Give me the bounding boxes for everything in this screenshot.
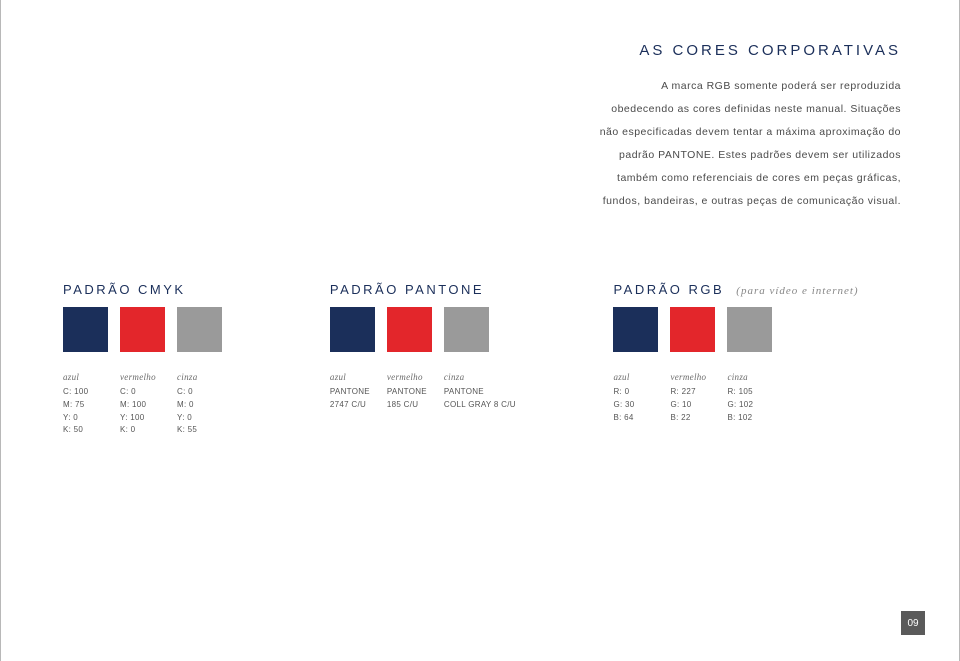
intro-line: fundos, bandeiras, e outras peças de com… [603,195,901,207]
spec-cinza: cinza PANTONE COLL GRAY 8 C/U [444,370,534,412]
swatch-azul [330,307,375,352]
spec-azul: azul C: 100 M: 75 Y: 0 K: 50 [63,370,108,438]
spec-line: Y: 0 [177,412,222,425]
cmyk-heading: PADRÃO CMYK [63,282,330,297]
rgb-note: (para vídeo e internet) [736,285,858,297]
spec-name: cinza [444,370,534,384]
spec-line: M: 75 [63,399,108,412]
color-standards-row: PADRÃO CMYK azul C: 100 M: 75 Y: 0 K: 50… [59,282,901,438]
spec-line: 185 C/U [387,399,432,412]
spec-cinza: cinza C: 0 M: 0 Y: 0 K: 55 [177,370,222,438]
spec-line: G: 102 [727,399,772,412]
intro-paragraph: A marca RGB somente poderá ser reproduzi… [431,75,901,214]
swatch-azul [613,307,658,352]
rgb-column: PADRÃO RGB (para vídeo e internet) azul … [613,282,897,438]
page-title: AS CORES CORPORATIVAS [431,42,901,59]
spec-vermelho: vermelho PANTONE 185 C/U [387,370,432,412]
rgb-specs: azul R: 0 G: 30 B: 64 vermelho R: 227 G:… [613,370,897,425]
pantone-column: PADRÃO PANTONE azul PANTONE 2747 C/U ver… [330,282,614,438]
spec-line: G: 10 [670,399,715,412]
spec-line: COLL GRAY 8 C/U [444,399,534,412]
spec-line: B: 22 [670,412,715,425]
spec-name: cinza [727,370,772,384]
spec-name: azul [63,370,108,384]
intro-line: também como referenciais de cores em peç… [617,172,901,184]
spec-cinza: cinza R: 105 G: 102 B: 102 [727,370,772,425]
rgb-heading: PADRÃO RGB (para vídeo e internet) [613,282,897,297]
intro-line: não especificadas devem tentar a máxima … [600,126,901,138]
cmyk-specs: azul C: 100 M: 75 Y: 0 K: 50 vermelho C:… [63,370,330,438]
intro-block: AS CORES CORPORATIVAS A marca RGB soment… [431,42,901,214]
spec-vermelho: vermelho C: 0 M: 100 Y: 100 K: 0 [120,370,165,438]
spec-name: azul [613,370,658,384]
spec-line: 2747 C/U [330,399,375,412]
spec-name: vermelho [670,370,715,384]
spec-line: PANTONE [444,386,534,399]
spec-line: C: 0 [177,386,222,399]
spec-vermelho: vermelho R: 227 G: 10 B: 22 [670,370,715,425]
spec-line: G: 30 [613,399,658,412]
rgb-heading-text: PADRÃO RGB [613,282,724,297]
swatch-cinza [177,307,222,352]
spec-azul: azul R: 0 G: 30 B: 64 [613,370,658,425]
cmyk-swatches [63,307,330,352]
spec-line: C: 0 [120,386,165,399]
spec-line: R: 105 [727,386,772,399]
spec-name: azul [330,370,375,384]
spec-azul: azul PANTONE 2747 C/U [330,370,375,412]
pantone-heading: PADRÃO PANTONE [330,282,614,297]
swatch-vermelho [387,307,432,352]
spec-line: R: 0 [613,386,658,399]
page-container: AS CORES CORPORATIVAS A marca RGB soment… [0,0,960,661]
swatch-vermelho [670,307,715,352]
page-number: 09 [901,611,925,635]
intro-line: padrão PANTONE. Estes padrões devem ser … [619,149,901,161]
spec-name: vermelho [120,370,165,384]
spec-line: M: 100 [120,399,165,412]
rgb-swatches [613,307,897,352]
spec-line: Y: 100 [120,412,165,425]
pantone-specs: azul PANTONE 2747 C/U vermelho PANTONE 1… [330,370,614,412]
spec-line: B: 102 [727,412,772,425]
spec-line: PANTONE [330,386,375,399]
swatch-azul [63,307,108,352]
spec-line: Y: 0 [63,412,108,425]
pantone-swatches [330,307,614,352]
spec-line: K: 55 [177,424,222,437]
cmyk-column: PADRÃO CMYK azul C: 100 M: 75 Y: 0 K: 50… [63,282,330,438]
spec-name: cinza [177,370,222,384]
spec-name: vermelho [387,370,432,384]
swatch-cinza [444,307,489,352]
spec-line: C: 100 [63,386,108,399]
spec-line: M: 0 [177,399,222,412]
intro-line: obedecendo as cores definidas neste manu… [611,103,901,115]
swatch-cinza [727,307,772,352]
swatch-vermelho [120,307,165,352]
spec-line: K: 50 [63,424,108,437]
intro-line: A marca RGB somente poderá ser reproduzi… [661,80,901,92]
spec-line: B: 64 [613,412,658,425]
spec-line: R: 227 [670,386,715,399]
spec-line: PANTONE [387,386,432,399]
spec-line: K: 0 [120,424,165,437]
